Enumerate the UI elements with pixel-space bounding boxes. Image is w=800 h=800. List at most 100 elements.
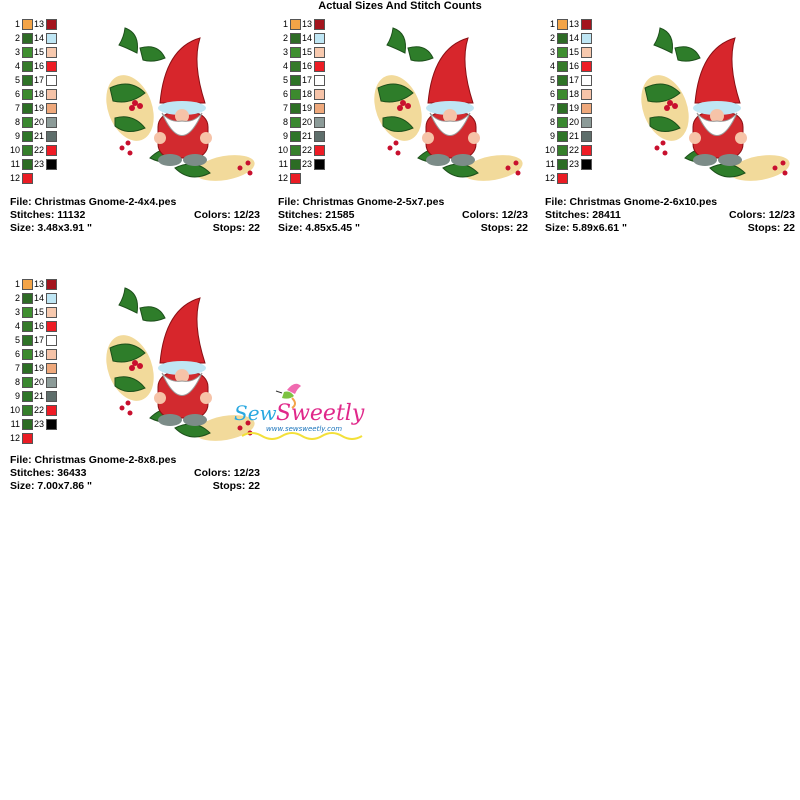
legend-number: 13: [33, 279, 44, 289]
legend-number: 11: [10, 159, 20, 169]
legend-number: 22: [301, 145, 312, 155]
color-swatch: [46, 405, 57, 416]
logo-brand-sew: Sew: [234, 401, 277, 425]
legend-row: 7: [10, 102, 70, 114]
color-swatch: [314, 61, 325, 72]
color-swatch: [46, 131, 57, 142]
gnome-hat-icon: [427, 37, 474, 104]
legend-row: 11: [278, 158, 338, 170]
berry-icon: [119, 100, 253, 176]
legend-number: 18: [33, 89, 44, 99]
color-swatch: [22, 173, 33, 184]
legend-number: 18: [301, 89, 312, 99]
legend-row: 5: [545, 74, 605, 86]
legend-number: 15: [568, 47, 579, 57]
legend-row: 14: [10, 292, 70, 304]
legend-row: 19: [10, 362, 70, 374]
color-swatch: [22, 145, 33, 156]
legend-row: 22: [10, 144, 70, 156]
legend-number: 4: [282, 61, 288, 71]
color-swatch: [22, 335, 33, 346]
legend-row: 21: [545, 130, 605, 142]
legend-row: 12: [545, 172, 605, 184]
gnome-body-icon: [154, 361, 212, 426]
sew-sweetly-logo: Sew Sweetly www.sewsweetly.com: [232, 378, 382, 440]
legend-number: 23: [301, 159, 312, 169]
stop-count: Stops: 22: [212, 480, 260, 492]
legend-row: 16: [545, 60, 605, 72]
color-swatch: [581, 33, 592, 44]
design-card-8x8: 1 2 3 4 5 6 7 8 9 10 11 12 13 14 15 16 17 18 19 20 21 22 23 Fi…: [10, 278, 260, 498]
legend-row: 10: [10, 404, 70, 416]
stop-count: Stops: 22: [747, 222, 795, 234]
legend-number: 15: [33, 307, 44, 317]
file-name: File: Christmas Gnome-2-5x7.pes: [278, 196, 445, 208]
legend-number: 3: [549, 47, 555, 57]
legend-number: 7: [14, 363, 20, 373]
file-line: File: Christmas Gnome-2-8x8.pes: [10, 454, 260, 466]
gnome-artwork: [368, 18, 528, 193]
color-swatch: [46, 33, 57, 44]
color-swatch: [46, 61, 57, 72]
legend-row: 21: [278, 130, 338, 142]
legend-row: 8: [10, 116, 70, 128]
legend-row: 23: [10, 158, 70, 170]
color-swatch: [22, 75, 33, 86]
legend-row: 2: [545, 32, 605, 44]
legend-row: 5: [10, 74, 70, 86]
legend-row: 11: [10, 158, 70, 170]
legend-number: 20: [568, 117, 579, 127]
gnome-body-icon: [154, 101, 212, 166]
legend-number: 4: [549, 61, 555, 71]
legend-row: 14: [278, 32, 338, 44]
holly-leaf-icon: [109, 27, 211, 178]
file-line: File: Christmas Gnome-2-6x10.pes: [545, 196, 795, 208]
file-name: File: Christmas Gnome-2-8x8.pes: [10, 454, 177, 466]
legend-row: 20: [10, 116, 70, 128]
legend-number: 5: [14, 75, 20, 85]
legend-row: 16: [278, 60, 338, 72]
legend-row: 19: [10, 102, 70, 114]
legend-number: 20: [33, 377, 44, 387]
size-line: Size: 4.85x5.45 " Stops: 22: [278, 222, 528, 234]
color-swatch: [46, 321, 57, 332]
color-swatch: [22, 391, 33, 402]
legend-number: 2: [549, 33, 555, 43]
color-swatch: [314, 33, 325, 44]
legend-row: 21: [10, 390, 70, 402]
legend-row: 1: [278, 18, 338, 30]
color-swatch: [22, 159, 33, 170]
color-swatch: [581, 47, 592, 58]
color-swatch: [557, 61, 568, 72]
color-swatch: [22, 363, 33, 374]
color-swatch: [46, 89, 57, 100]
legend-number: 16: [301, 61, 312, 71]
legend-row: 22: [10, 404, 70, 416]
legend-number: 21: [33, 391, 44, 401]
color-swatch: [22, 61, 33, 72]
legend-row: 4: [10, 60, 70, 72]
legend-number: 4: [14, 321, 20, 331]
legend-number: 7: [14, 103, 20, 113]
color-swatch: [557, 159, 568, 170]
color-swatch: [557, 33, 568, 44]
legend-number: 2: [14, 33, 20, 43]
color-swatch: [290, 19, 301, 30]
color-swatch: [46, 19, 57, 30]
file-name: File: Christmas Gnome-2-6x10.pes: [545, 196, 718, 208]
legend-number: 6: [14, 89, 20, 99]
legend-row: 3: [10, 46, 70, 58]
legend-row: 20: [545, 116, 605, 128]
legend-row: 17: [545, 74, 605, 86]
color-swatch: [314, 159, 325, 170]
design-size: Size: 3.48x3.91 ": [10, 222, 93, 234]
color-swatch: [46, 419, 57, 430]
color-swatch: [290, 61, 301, 72]
color-swatch: [557, 75, 568, 86]
berry-icon: [119, 360, 253, 436]
legend-row: 13: [10, 18, 70, 30]
color-swatch: [46, 279, 57, 290]
legend-number: 1: [14, 279, 20, 289]
stop-count: Stops: 22: [212, 222, 260, 234]
legend-number: 4: [14, 61, 20, 71]
